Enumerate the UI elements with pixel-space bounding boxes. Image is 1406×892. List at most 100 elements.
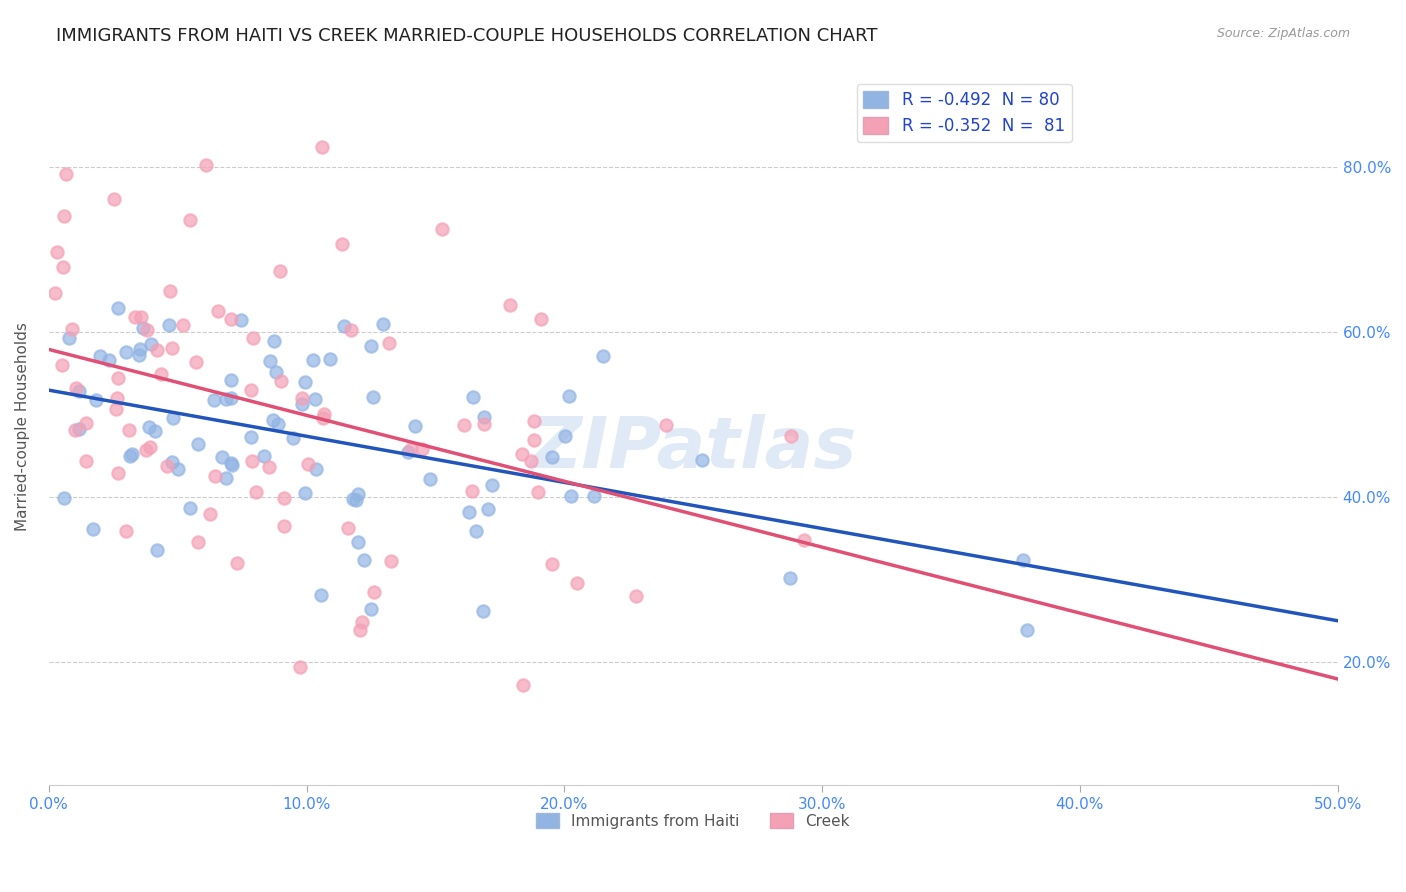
Point xyxy=(187,535,209,549)
Point xyxy=(527,485,550,500)
Point xyxy=(172,318,194,332)
Point xyxy=(259,354,281,368)
Point xyxy=(472,410,495,425)
Point xyxy=(58,331,80,345)
Point xyxy=(363,584,385,599)
Point xyxy=(565,575,588,590)
Point xyxy=(472,603,495,617)
Point xyxy=(240,430,263,444)
Point xyxy=(297,458,319,472)
Point xyxy=(396,445,419,459)
Point xyxy=(107,371,129,385)
Point xyxy=(103,192,125,206)
Point xyxy=(84,393,107,408)
Point xyxy=(67,384,90,399)
Point xyxy=(98,353,121,368)
Point xyxy=(198,508,221,522)
Point xyxy=(430,222,453,236)
Point xyxy=(146,343,169,357)
Point xyxy=(353,553,375,567)
Point xyxy=(349,624,371,638)
Point xyxy=(118,449,141,463)
Point xyxy=(523,413,546,427)
Point xyxy=(267,417,290,432)
Point xyxy=(221,458,243,472)
Point xyxy=(339,323,361,337)
Point xyxy=(294,486,316,500)
Point xyxy=(481,477,503,491)
Point xyxy=(195,158,218,172)
Point xyxy=(139,440,162,454)
Point xyxy=(105,401,128,416)
Point xyxy=(45,244,67,259)
Point xyxy=(332,237,354,252)
Point xyxy=(378,336,401,351)
Point xyxy=(245,484,267,499)
Point xyxy=(520,453,543,467)
Point xyxy=(541,558,564,572)
Point xyxy=(461,484,484,499)
Point xyxy=(523,433,546,447)
Point xyxy=(160,341,183,355)
Point xyxy=(67,422,90,436)
Point xyxy=(262,412,284,426)
Point xyxy=(411,442,433,456)
Point xyxy=(136,323,159,337)
Point xyxy=(419,472,441,486)
Point xyxy=(124,310,146,324)
Point xyxy=(291,397,314,411)
Point xyxy=(510,447,533,461)
Point xyxy=(270,374,292,388)
Point xyxy=(240,383,263,397)
Point xyxy=(52,491,75,506)
Point xyxy=(121,447,143,461)
Point xyxy=(231,313,253,327)
Point xyxy=(780,429,803,443)
Point xyxy=(75,454,97,468)
Point xyxy=(211,450,233,464)
Point xyxy=(187,437,209,451)
Point xyxy=(530,312,553,326)
Point xyxy=(226,556,249,570)
Point xyxy=(288,660,311,674)
Point xyxy=(75,416,97,430)
Point xyxy=(304,462,326,476)
Text: IMMIGRANTS FROM HAITI VS CREEK MARRIED-COUPLE HOUSEHOLDS CORRELATION CHART: IMMIGRANTS FROM HAITI VS CREEK MARRIED-C… xyxy=(56,27,877,45)
Point xyxy=(311,140,333,154)
Point xyxy=(472,417,495,431)
Point xyxy=(626,589,648,603)
Point xyxy=(558,389,581,403)
Point xyxy=(162,455,184,469)
Point xyxy=(380,554,402,568)
Point xyxy=(360,601,382,615)
Point xyxy=(463,390,485,404)
Point xyxy=(309,587,332,601)
Point xyxy=(346,535,368,549)
Point xyxy=(399,442,422,457)
Point xyxy=(294,375,316,389)
Point xyxy=(219,373,242,387)
Point xyxy=(1015,624,1038,638)
Point xyxy=(60,322,83,336)
Point xyxy=(135,442,157,457)
Point xyxy=(242,330,264,344)
Point xyxy=(129,310,152,324)
Point xyxy=(655,417,678,432)
Point xyxy=(259,459,281,474)
Point xyxy=(114,345,136,359)
Point xyxy=(336,521,359,535)
Point xyxy=(179,212,201,227)
Point xyxy=(146,543,169,558)
Point xyxy=(347,487,370,501)
Point xyxy=(453,417,475,432)
Point xyxy=(464,524,486,538)
Text: ZIPatlas: ZIPatlas xyxy=(530,414,856,483)
Point xyxy=(273,491,295,505)
Point xyxy=(540,450,562,465)
Point xyxy=(156,459,179,474)
Point xyxy=(107,466,129,480)
Y-axis label: Married-couple Households: Married-couple Households xyxy=(15,322,30,532)
Point xyxy=(512,678,534,692)
Point xyxy=(458,504,481,518)
Point xyxy=(115,524,138,538)
